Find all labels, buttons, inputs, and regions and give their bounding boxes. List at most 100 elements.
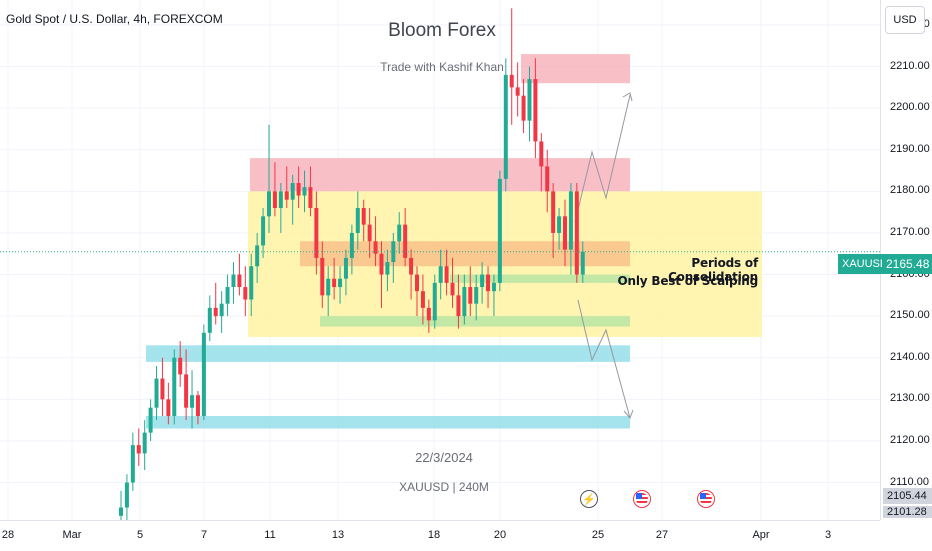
time-tick-label: 25 [591,529,605,541]
candle-body [261,216,266,246]
demand-zone [320,316,630,327]
candle-body [438,266,443,283]
time-tick-label: 18 [427,529,441,541]
candle-body [154,378,159,408]
current-symbol-tag: XAUUSD [838,254,888,274]
price-tick-label: 2130.00 [890,392,930,405]
current-price-tag: 2165.48 [882,254,932,274]
candle-body [486,274,491,292]
time-tick-label: 28 [1,529,15,541]
candle-body [580,251,585,275]
candle-body [420,291,425,308]
zones [146,54,762,429]
candle-body [201,332,206,416]
candle-body [249,266,254,300]
candle-body [219,303,224,317]
price-tick-label: 2140.00 [890,350,930,363]
candle-body [119,507,123,516]
candle-body [503,74,508,179]
price-tick-label: 2180.00 [890,184,930,197]
support-zone [146,416,630,429]
candle-body [468,287,473,304]
candle-body [255,245,260,267]
candle-body [409,257,414,275]
candle-body [343,257,348,279]
candle-body [551,191,556,233]
low-price-tag-1: 2105.44 [883,488,932,504]
annotation-line-1: Periods of Consolidation [668,256,758,284]
price-tick-label: 2150.00 [890,309,930,322]
time-tick-label: Apr [752,529,770,541]
candle-body [497,178,502,283]
candle-body [367,224,372,242]
candle-body [278,191,283,208]
candle-body [142,432,147,454]
trend-arrows [574,92,634,419]
time-tick-label: 7 [200,529,208,541]
candle-body [432,282,437,321]
lightning-icon[interactable]: ⚡ [580,490,598,508]
candle-body [213,307,218,317]
candle-body [527,79,532,121]
candle-body [474,287,479,304]
candle-body [480,274,485,288]
candle-body [184,374,189,408]
candle-body [568,191,573,250]
candle-body [355,208,360,233]
candle-body [462,287,467,317]
us-flag-icon[interactable] [697,490,715,508]
candle-body [272,191,277,208]
price-tick-label: 2200.00 [890,101,930,114]
time-tick-label: 20 [493,529,507,541]
candle-body [397,224,402,242]
symbol-title[interactable]: Gold Spot / U.S. Dollar, 4h, FOREXCOM [6,12,223,26]
time-axis[interactable]: 28 Mar 5 7 11 13 18 20 25 27 Apr 3 [0,520,880,551]
demand-zone [450,274,630,283]
candle-body [148,407,153,433]
candle-body [574,191,579,275]
price-tick-label: 2190.00 [890,142,930,155]
candle-body [172,357,177,416]
resistance-zone [521,54,630,84]
candle-body [450,282,455,296]
candle-body [124,482,129,508]
watermark-date: 22/3/2024 [415,450,473,465]
candle-body [302,187,307,196]
time-tick-label: Mar [62,529,82,541]
time-tick-label: 27 [655,529,669,541]
projection-arrow-down [577,299,631,419]
price-tick-label: 2110.00 [890,475,929,488]
support-zone [146,345,630,362]
candle-body [557,216,562,233]
projection-arrow-up-head [622,92,633,102]
candle-body [195,395,200,416]
candle-body [332,278,337,288]
candle-body [456,295,461,317]
candle-body [320,257,325,296]
candle-body [539,141,544,167]
candle-body [361,208,366,225]
candle-body [190,395,195,408]
candle-body [130,445,135,483]
price-chart[interactable] [0,0,880,520]
candle-body [338,278,343,288]
low-price-tag-2: 2101.28 [883,506,932,518]
candle-body [533,79,538,142]
candle-body [243,287,248,300]
annotation-line-2: Only Best of Scalping [617,274,759,288]
candle-body [207,307,212,333]
candle-body [444,266,449,283]
candle-body [326,278,331,296]
candle-body [231,274,236,288]
candle-body [373,241,378,254]
candle-body [545,166,550,192]
time-tick-label: 3 [824,529,832,541]
us-flag-icon[interactable] [633,490,651,508]
watermark-title: Bloom Forex [388,20,496,41]
candle-body [237,274,242,288]
time-tick-label: 13 [331,529,345,541]
projection-arrow-down-head [623,409,634,419]
currency-button[interactable]: USD [885,6,925,34]
candle-body [166,399,171,416]
resistance-zone [250,158,630,192]
